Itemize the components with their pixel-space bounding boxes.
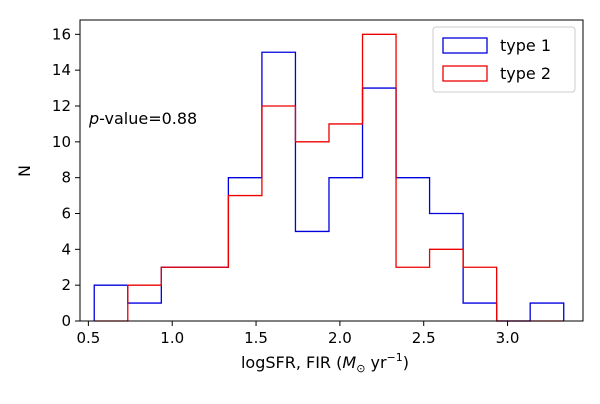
y-tick-label: 12 bbox=[52, 97, 71, 115]
x-tick-label: 0.5 bbox=[76, 329, 100, 347]
y-axis-label: N bbox=[15, 165, 34, 177]
x-tick-label: 2.5 bbox=[412, 329, 436, 347]
y-tick-label: 2 bbox=[61, 276, 71, 294]
histogram-step-type-2 bbox=[94, 33, 564, 322]
p-value-rest: -value=0.88 bbox=[99, 109, 197, 128]
legend-swatch-type-2 bbox=[442, 65, 488, 82]
p-value-italic: p bbox=[88, 109, 99, 128]
y-axis: 0 2 4 6 8 10 12 14 16 bbox=[52, 25, 80, 330]
p-value-annotation: p-value=0.88 bbox=[88, 109, 197, 128]
series-layer bbox=[93, 33, 565, 322]
x-axis: 0.5 1.0 1.5 2.0 2.5 3.0 bbox=[76, 321, 519, 347]
y-tick-label: 4 bbox=[61, 240, 71, 258]
y-tick-label: 6 bbox=[61, 205, 71, 223]
x-axis-label: logSFR, FIR (M⊙ yr−1) bbox=[241, 351, 409, 375]
legend-frame bbox=[432, 26, 576, 93]
y-tick-label: 10 bbox=[52, 133, 71, 151]
x-label-subscript: ⊙ bbox=[356, 362, 365, 375]
y-tick-label: 0 bbox=[61, 312, 71, 330]
legend-label-type-1: type 1 bbox=[500, 36, 551, 55]
x-label-suffix: ) bbox=[403, 353, 409, 372]
x-tick-label: 3.0 bbox=[496, 329, 520, 347]
x-tick-label: 1.5 bbox=[244, 329, 268, 347]
x-label-prefix: logSFR, FIR ( bbox=[241, 353, 342, 372]
plot-frame bbox=[79, 19, 584, 322]
x-tick-label: 1.0 bbox=[160, 329, 184, 347]
legend-swatch-type-1 bbox=[442, 37, 488, 54]
legend: type 1 type 2 bbox=[432, 26, 576, 93]
legend-label-type-2: type 2 bbox=[500, 64, 551, 83]
y-tick-label: 16 bbox=[52, 25, 71, 43]
y-tick-label: 14 bbox=[52, 61, 71, 79]
x-label-unit: yr bbox=[365, 353, 387, 372]
y-tick-label: 8 bbox=[61, 169, 71, 187]
x-label-symbol: M bbox=[342, 353, 356, 372]
x-label-superscript: −1 bbox=[387, 351, 403, 364]
x-tick-label: 2.0 bbox=[328, 329, 352, 347]
